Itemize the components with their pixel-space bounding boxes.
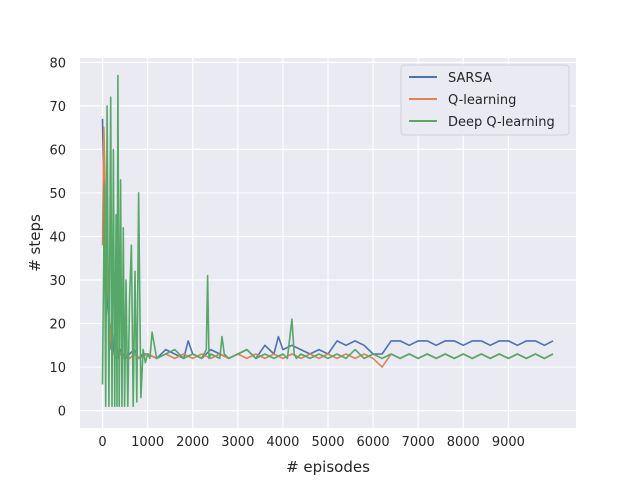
y-axis-label: # steps: [26, 214, 44, 272]
x-tick-labels: 0 1000 2000 3000 4000 5000 6000 7000 8000 9000: [98, 435, 525, 450]
y-tick-label: 40: [49, 230, 66, 245]
x-tick-label: 6000: [357, 435, 390, 450]
y-tick-label: 20: [49, 318, 66, 333]
legend-box: [400, 64, 570, 136]
y-tick-label: 10: [49, 361, 66, 376]
x-tick-label: 2000: [176, 435, 209, 450]
y-tick-label: 60: [49, 143, 66, 158]
legend-label: Deep Q-learning: [448, 115, 555, 130]
x-tick-label: 3000: [221, 435, 254, 450]
y-tick-label: 80: [49, 56, 66, 71]
legend-label: SARSA: [448, 71, 492, 86]
x-tick-label: 8000: [447, 435, 480, 450]
x-tick-label: 9000: [492, 435, 525, 450]
series-line-2: [101, 74, 554, 408]
legend-label: Q-learning: [448, 93, 516, 108]
legend: SARSA Q-learning Deep Q-learning: [400, 64, 570, 136]
x-tick-label: 5000: [311, 435, 344, 450]
x-axis-label: # episodes: [286, 458, 370, 476]
x-tick-label: 4000: [266, 435, 299, 450]
y-tick-label: 50: [49, 187, 66, 202]
series-lines: [101, 74, 554, 408]
y-tick-label: 30: [49, 274, 66, 289]
y-tick-labels: 0 10 20 30 40 50 60 70 80: [49, 56, 66, 419]
y-tick-label: 0: [58, 405, 66, 420]
y-tick-label: 70: [49, 100, 66, 115]
x-tick-label: 1000: [131, 435, 164, 450]
x-tick-label: 7000: [402, 435, 435, 450]
x-tick-label: 0: [98, 435, 106, 450]
